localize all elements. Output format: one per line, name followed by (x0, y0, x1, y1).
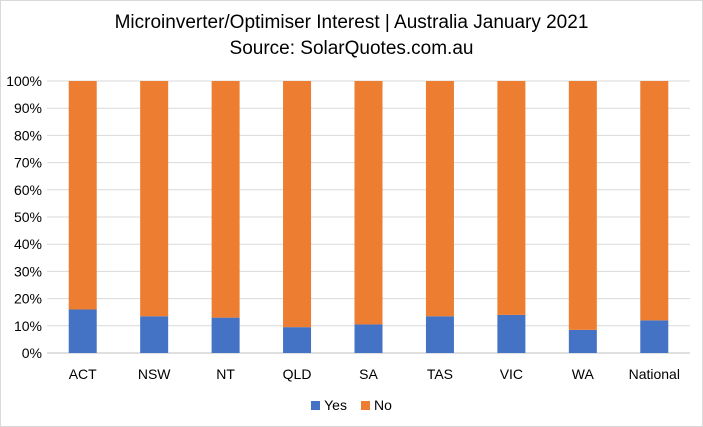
bar-yes (211, 317, 240, 353)
legend-swatch-no (360, 400, 370, 410)
x-tick-label: National (629, 366, 680, 382)
x-tick-label: ACT (69, 366, 97, 382)
y-tick-label: 100% (6, 73, 42, 89)
x-tick-label: SA (359, 366, 378, 382)
y-tick-label: 90% (14, 100, 42, 116)
bar-no (425, 81, 454, 317)
x-tick-label: WA (572, 366, 595, 382)
bar-no (283, 81, 312, 328)
y-tick-label: 50% (14, 209, 42, 225)
legend-swatch-yes (311, 400, 321, 410)
x-tick-label: NSW (138, 366, 171, 382)
bar-yes (283, 327, 312, 353)
y-tick-label: 40% (14, 236, 42, 252)
chart-title: Microinverter/Optimiser Interest | Austr… (114, 12, 589, 33)
bar-no (140, 81, 169, 317)
x-tick-label: VIC (500, 366, 523, 382)
bar-no (211, 81, 240, 318)
bar-yes (497, 314, 526, 353)
y-tick-label: 20% (14, 291, 42, 307)
y-tick-label: 60% (14, 182, 42, 198)
bar-yes (425, 316, 454, 353)
y-tick-label: 70% (14, 155, 42, 171)
legend-item-yes: Yes (311, 397, 347, 413)
bar-no (354, 81, 383, 325)
y-tick-label: 80% (14, 127, 42, 143)
chart-subtitle: Source: SolarQuotes.com.au (229, 38, 474, 59)
bar-no (497, 81, 526, 315)
x-tick-label: TAS (427, 366, 453, 382)
bar-yes (568, 329, 597, 353)
y-tick-label: 30% (14, 263, 42, 279)
bar-yes (354, 324, 383, 353)
bar-no (640, 81, 669, 321)
y-tick-label: 0% (22, 345, 42, 361)
chart-legend: Yes No (0, 397, 703, 413)
bar-no (68, 81, 97, 310)
legend-label-no: No (373, 397, 392, 413)
bar-no (568, 81, 597, 330)
legend-label-yes: Yes (324, 397, 347, 413)
y-tick-label: 10% (14, 318, 42, 334)
bar-yes (140, 316, 169, 353)
x-tick-label: NT (216, 366, 235, 382)
bar-yes (68, 309, 97, 353)
x-tick-label: QLD (283, 366, 312, 382)
legend-item-no: No (360, 397, 392, 413)
bar-yes (640, 320, 669, 353)
